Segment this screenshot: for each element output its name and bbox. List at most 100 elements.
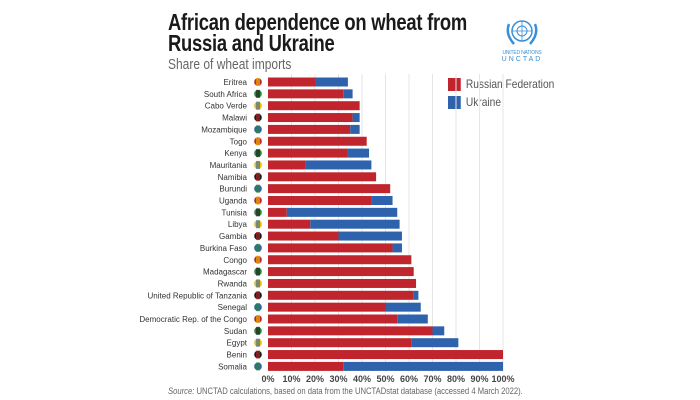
- chart-title: African dependence on wheat from Russia …: [168, 11, 467, 56]
- legend-swatch-ukraine: [448, 95, 461, 109]
- bar-ukraine: [397, 314, 428, 324]
- bar-ukraine: [413, 290, 419, 300]
- category-label: South Africa: [204, 90, 248, 99]
- flag-icon-stripe: [256, 196, 260, 205]
- x-tick-label: 60%: [400, 374, 418, 384]
- x-tick-label: 10%: [282, 374, 300, 384]
- bar-russia: [268, 302, 386, 312]
- category-label: Namibia: [218, 173, 248, 182]
- bar-ukraine: [347, 148, 370, 158]
- bar-russia: [268, 290, 414, 300]
- category-label: Burkina Faso: [200, 244, 248, 253]
- bar-russia: [268, 267, 414, 277]
- x-tick-label: 0%: [261, 374, 274, 384]
- flag-icon-stripe: [256, 326, 260, 335]
- bar-russia: [268, 219, 311, 229]
- flag-icon-stripe: [256, 243, 260, 252]
- flag-icon-stripe: [256, 291, 260, 300]
- category-label: Tunisia: [222, 208, 248, 217]
- legend-swatch-russia: [448, 77, 461, 91]
- flag-icon-stripe: [256, 338, 260, 347]
- chart-subtitle: Share of wheat imports: [168, 56, 292, 73]
- flag-icon-stripe: [256, 350, 260, 359]
- category-label: Democratic Rep. of the Congo: [139, 315, 247, 324]
- flag-icon-stripe: [256, 232, 260, 241]
- x-tick-label: 100%: [491, 374, 514, 384]
- bar-russia: [268, 361, 344, 371]
- flag-icon-stripe: [256, 362, 260, 371]
- source-text: UNCTAD calculations, based on data from …: [194, 386, 523, 396]
- bar-russia: [268, 77, 315, 87]
- bar-russia: [268, 196, 372, 205]
- bar-russia: [268, 350, 503, 360]
- category-label: Gambia: [219, 232, 248, 241]
- category-label: Eritrea: [223, 78, 247, 87]
- category-label: Senegal: [218, 303, 248, 312]
- category-label: United Republic of Tanzania: [148, 291, 248, 300]
- category-label: Madagascar: [203, 268, 247, 277]
- unctad-logo: UNITED NATIONS UNCTAD: [492, 14, 552, 63]
- category-label: Benin: [227, 351, 247, 360]
- bar-russia: [268, 326, 433, 336]
- bar-ukraine: [350, 124, 360, 134]
- flag-icon-stripe: [256, 101, 260, 110]
- bar-russia: [268, 172, 377, 182]
- bar-russia: [268, 338, 412, 348]
- bar-ukraine: [392, 243, 402, 253]
- bar-russia: [268, 314, 398, 324]
- category-label: Kenya: [224, 149, 247, 158]
- flag-icon-stripe: [256, 78, 260, 86]
- bar-ukraine: [432, 326, 445, 336]
- category-label: Sudan: [224, 327, 247, 336]
- bar-ukraine: [310, 219, 400, 229]
- flag-icon-stripe: [256, 89, 260, 98]
- flag-icon-stripe: [256, 267, 260, 276]
- bar-russia: [268, 160, 306, 170]
- bar-russia: [268, 148, 348, 158]
- flag-icon-stripe: [256, 137, 260, 146]
- category-label: Cabo Verde: [205, 102, 248, 111]
- bar-russia: [268, 255, 412, 265]
- category-label: Togo: [230, 137, 248, 146]
- bar-russia: [268, 136, 367, 146]
- bar-ukraine: [411, 338, 459, 348]
- logo-text-unctad: UNCTAD: [501, 56, 543, 63]
- flag-icon-stripe: [256, 255, 260, 264]
- x-tick-label: 20%: [306, 374, 324, 384]
- x-tick-label: 40%: [353, 374, 371, 384]
- bar-ukraine: [343, 361, 503, 371]
- flag-icon-stripe: [256, 160, 260, 169]
- un-emblem-icon: [506, 20, 538, 45]
- flag-icon-stripe: [256, 184, 260, 193]
- source-label: Source:: [168, 386, 195, 396]
- title-line-2: Russia and Ukraine: [168, 30, 335, 56]
- category-label: Libya: [228, 220, 248, 229]
- bar-russia: [268, 89, 344, 99]
- x-tick-label: 90%: [470, 374, 488, 384]
- bar-ukraine: [352, 113, 360, 123]
- bar-russia: [268, 278, 417, 288]
- bar-russia: [268, 101, 360, 111]
- legend-label-ukraine: Ukraine: [465, 95, 502, 109]
- bar-ukraine: [385, 302, 421, 312]
- x-tick-label: 80%: [447, 374, 465, 384]
- category-label: Malawi: [222, 114, 247, 123]
- bar-ukraine: [371, 196, 393, 205]
- flag-icon-stripe: [256, 125, 260, 134]
- bar-russia: [268, 113, 353, 123]
- flag-icon-stripe: [256, 149, 260, 158]
- legend-item-russia: Russian Federation: [448, 76, 554, 92]
- category-label: Somalia: [218, 362, 247, 371]
- bar-ukraine: [305, 160, 372, 170]
- x-tick-label: 50%: [376, 374, 394, 384]
- logo-text-un: UNITED NATIONS: [502, 50, 542, 56]
- legend: Russian Federation Ukraine: [448, 76, 573, 112]
- category-label: Congo: [223, 256, 247, 265]
- flag-icon-stripe: [256, 208, 260, 217]
- category-label: Uganda: [219, 197, 248, 206]
- bar-russia: [268, 231, 339, 241]
- x-tick-label: 30%: [329, 374, 347, 384]
- bar-russia: [268, 207, 287, 217]
- flag-icon-stripe: [256, 315, 260, 323]
- legend-label-russia: Russian Federation: [465, 77, 555, 91]
